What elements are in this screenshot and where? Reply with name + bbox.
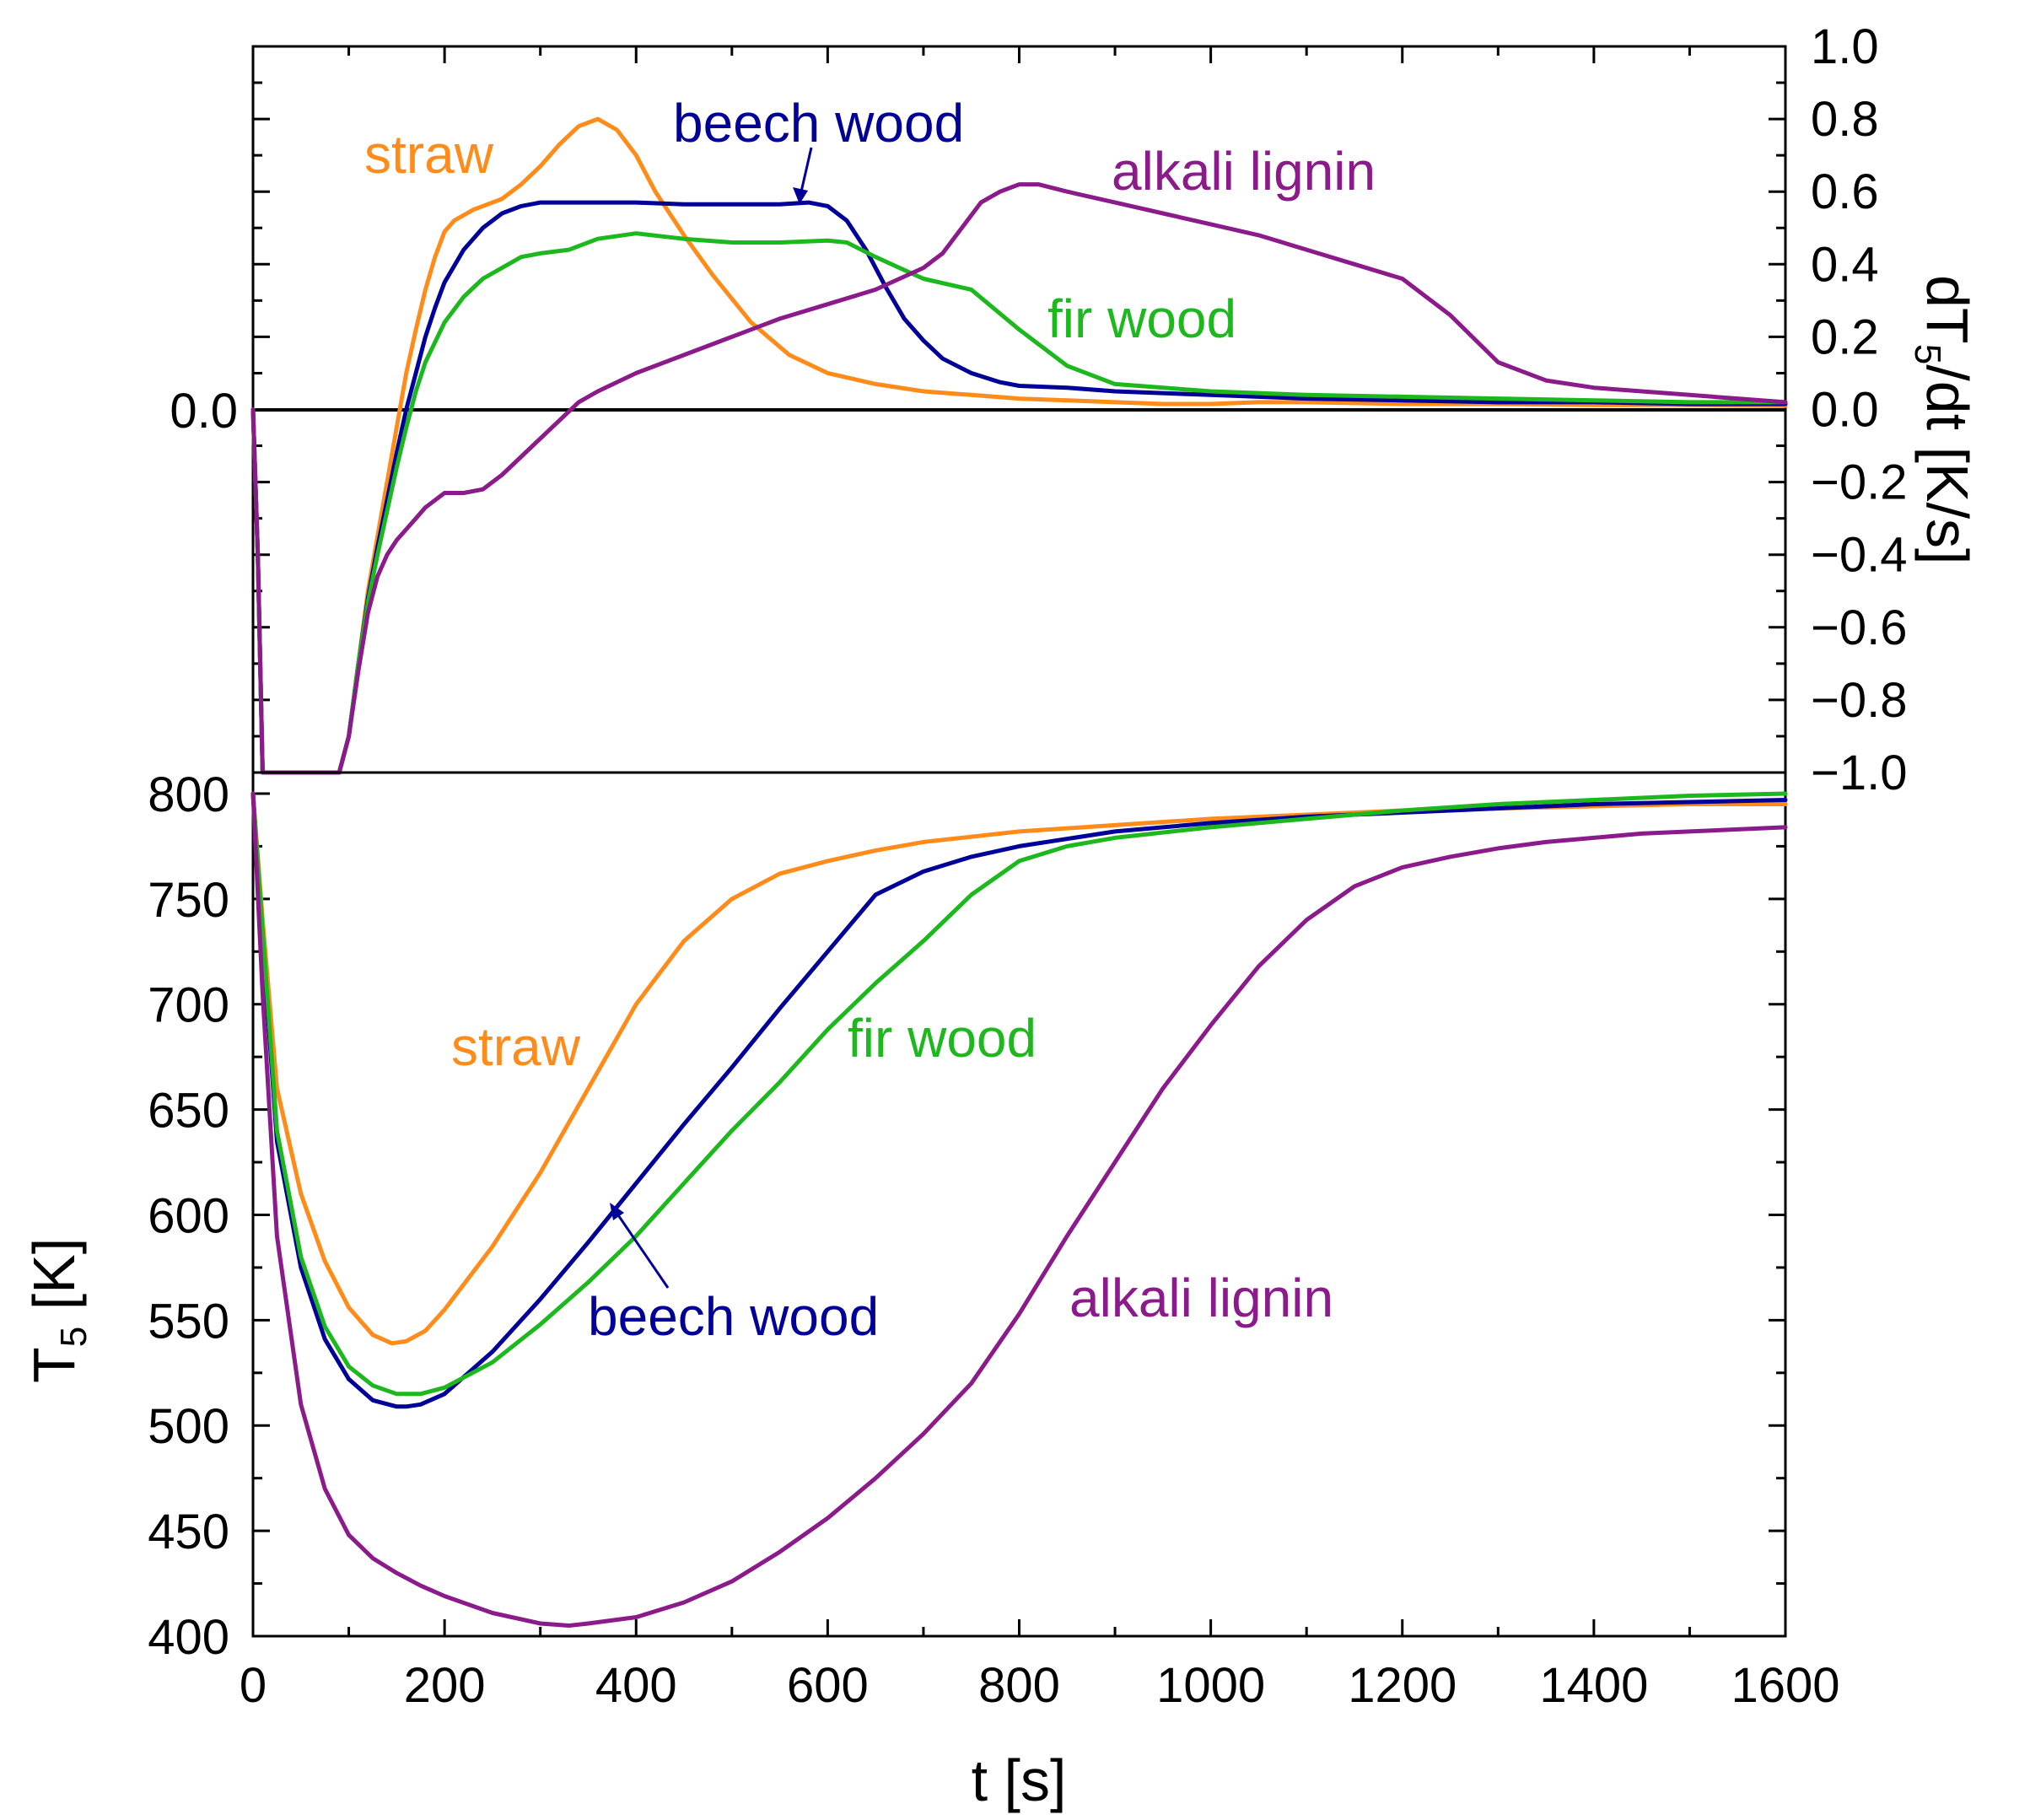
bottom-y-tick-label: 600 (148, 1188, 229, 1243)
bottom-y-tick-label: 450 (148, 1505, 229, 1559)
top-left-ticks (253, 45, 270, 774)
bottom-x-tick-labels: 0 200 400 600 800 1000 1200 1400 1600 (240, 1658, 1840, 1713)
x-tick-label: 600 (787, 1658, 869, 1713)
bottom-curves (250, 791, 1788, 1628)
top-annot-beech: beech wood (673, 93, 964, 153)
bottom-beech-arrow (610, 1203, 670, 1289)
top-right-tick-label: 1.0 (1811, 19, 1879, 74)
bottom-annot-straw: straw (451, 1016, 581, 1077)
bottom-y-title-main: T (21, 1347, 87, 1383)
top-annot-straw: straw (364, 124, 494, 185)
top-annot-lignin: alkali lignin (1112, 141, 1376, 202)
top-y-axis-title: dT5/dt [K/s] (1907, 275, 1980, 565)
top-series-alkali-lignin (250, 182, 1788, 775)
top-right-tick-label: −0.4 (1811, 528, 1908, 583)
bottom-y-tick-label: 800 (148, 767, 229, 822)
bottom-panel: 400 450 500 550 600 650 700 750 800 0 200 400 600 80… (21, 767, 1840, 1813)
x-tick-label: 1400 (1539, 1658, 1648, 1713)
x-tick-label: 200 (404, 1658, 486, 1713)
top-right-ticks (1769, 45, 1785, 774)
bottom-y-title-rest: [K] (21, 1238, 87, 1327)
top-right-tick-labels: 1.0 0.8 0.6 0.4 0.2 0.0 −0.2 −0.4 −0.6 −0.8 −1.0 (1811, 19, 1908, 800)
bottom-y-tick-label: 400 (148, 1610, 229, 1665)
bottom-y-ticks (253, 792, 1785, 1638)
bottom-y-tick-label: 550 (148, 1294, 229, 1349)
top-right-tick-label: 0.4 (1811, 237, 1879, 292)
bottom-y-tick-labels: 400 450 500 550 600 650 700 750 800 (148, 767, 229, 1665)
top-y-title-main: dT (1914, 275, 1980, 344)
top-panel: 0.0 1.0 0.8 0.6 0.4 0.2 0.0 −0.2 −0.4 −0.6 −0.8 −1… (170, 19, 1980, 800)
bottom-y-title-sub: 5 (53, 1327, 94, 1347)
bottom-y-tick-label: 500 (148, 1399, 229, 1454)
top-right-tick-label: −0.2 (1811, 455, 1908, 510)
x-tick-label: 1000 (1156, 1658, 1265, 1713)
x-tick-label: 1200 (1348, 1658, 1457, 1713)
top-x-ticks (251, 46, 1787, 63)
top-right-tick-label: 0.2 (1811, 310, 1879, 364)
bottom-y-tick-label: 650 (148, 1084, 229, 1139)
top-right-tick-label: 0.8 (1811, 92, 1879, 147)
top-series-fir-wood (250, 231, 1788, 775)
bottom-series-alkali-lignin (250, 791, 1788, 1628)
top-annot-fir: fir wood (1047, 288, 1236, 349)
bottom-y-axis-title: T5 [K] (21, 1238, 94, 1383)
bottom-plot-frame (251, 771, 1787, 1638)
top-series-straw (250, 116, 1788, 775)
x-tick-label: 400 (595, 1658, 677, 1713)
bottom-x-ticks (251, 1619, 1787, 1636)
x-tick-label: 1600 (1731, 1658, 1839, 1713)
bottom-y-tick-label: 750 (148, 873, 229, 928)
x-axis-title: t [s] (972, 1747, 1067, 1813)
top-y-title-sub: 5 (1907, 344, 1948, 364)
bottom-series-fir-wood (250, 791, 1788, 1397)
bottom-annot-lignin: alkali lignin (1069, 1268, 1333, 1328)
x-tick-label: 800 (978, 1658, 1060, 1713)
top-left-tick-label: 0.0 (170, 384, 238, 439)
top-beech-arrow (793, 147, 813, 204)
x-tick-label: 0 (240, 1658, 267, 1713)
top-right-tick-label: −1.0 (1811, 746, 1908, 800)
top-right-tick-label: 0.6 (1811, 164, 1879, 219)
top-right-tick-label: −0.8 (1811, 673, 1908, 728)
top-right-tick-label: −0.6 (1811, 600, 1908, 655)
top-right-tick-label: 0.0 (1811, 383, 1879, 438)
bottom-y-tick-label: 700 (148, 978, 229, 1033)
bottom-annot-beech: beech wood (588, 1286, 879, 1347)
bottom-annot-fir: fir wood (848, 1008, 1037, 1069)
top-y-title-rest: /dt [K/s] (1914, 364, 1980, 564)
top-curves (250, 116, 1788, 775)
